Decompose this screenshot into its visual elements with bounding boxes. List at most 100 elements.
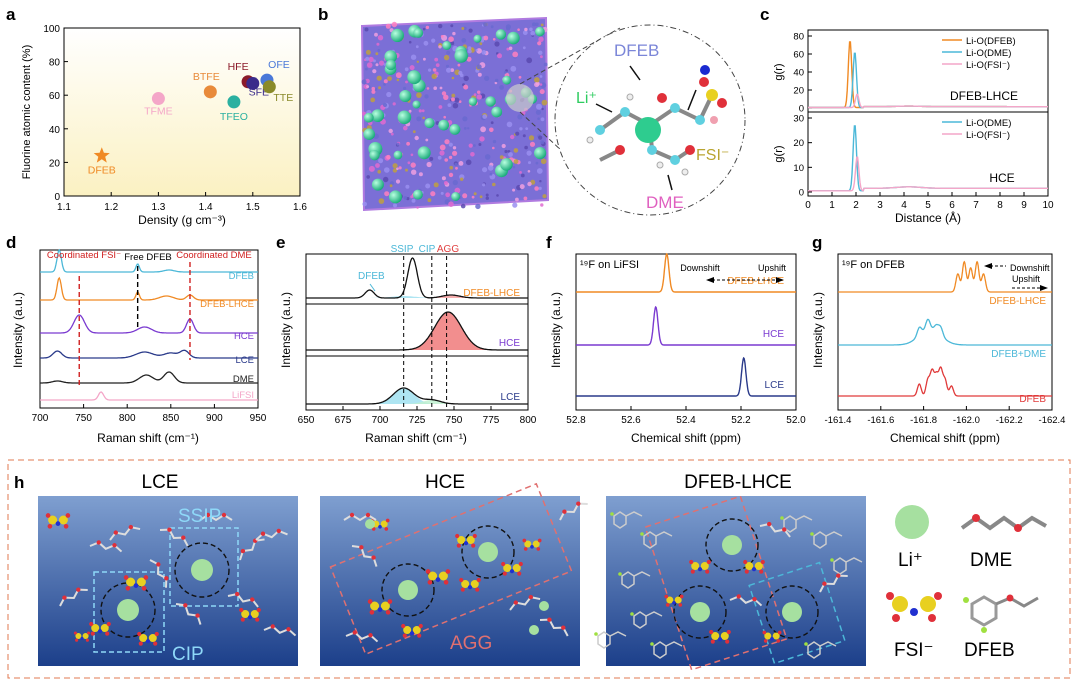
solvent-speck — [505, 24, 511, 30]
solvent-speck — [366, 62, 373, 68]
c-xtick-label: 7 — [973, 200, 979, 211]
panel-d-letter: d — [6, 233, 16, 252]
h-fsi-s — [503, 564, 512, 572]
legend-li-icon — [895, 505, 929, 539]
h-fsi-n — [467, 585, 473, 590]
solvent-speck — [485, 196, 489, 200]
solvent-speck — [405, 184, 410, 189]
panel-f-downshift: Downshift — [680, 263, 720, 273]
panel-g-downshift: Downshift — [1010, 263, 1050, 273]
solvent-speck — [451, 76, 455, 80]
solvent-speck — [430, 191, 436, 197]
solvent-speck — [364, 27, 369, 32]
solvent-speck — [405, 80, 408, 84]
h-fsi-o — [47, 523, 53, 529]
h-fsi-o — [255, 617, 260, 622]
solvent-speck — [365, 67, 368, 71]
solvent-speck — [524, 145, 528, 150]
h-fsi-n — [463, 541, 469, 546]
h-fsi-s — [126, 577, 136, 587]
d-curve-dfeb-lhce — [40, 276, 258, 301]
h-fsi-o — [523, 547, 528, 551]
h-dme-o — [164, 576, 169, 581]
h-dme-o — [183, 603, 188, 608]
c-ytick-label: 10 — [793, 163, 804, 174]
solvent-speck — [477, 72, 482, 77]
solvent-speck — [391, 21, 398, 28]
a-point-label: TFEO — [220, 111, 248, 123]
h-dme-o — [113, 530, 119, 535]
g-xtick-label: -161.6 — [867, 415, 894, 426]
solvent-speck — [517, 114, 523, 120]
g-xtick-label: -161.4 — [825, 415, 852, 426]
solvent-speck — [541, 99, 548, 106]
h-dme-o — [62, 595, 67, 600]
solvent-speck — [450, 24, 454, 28]
solvent-speck — [405, 168, 408, 172]
panel-h-structures — [45, 482, 863, 671]
h-fsi-s — [532, 540, 540, 548]
g-curve-label: DFEB — [1019, 394, 1046, 405]
solvent-speck — [540, 158, 547, 165]
f-curve-1 — [576, 305, 796, 346]
li-ion-sphere — [495, 29, 507, 40]
e-xtick-label: 725 — [409, 415, 426, 426]
li-ion-sphere — [407, 70, 422, 85]
h-dme-chain — [59, 588, 88, 607]
solvent-speck — [395, 72, 402, 79]
h-dfeb-f — [650, 642, 654, 646]
solvent-speck — [362, 201, 368, 207]
a-ytick-label: 100 — [43, 24, 60, 35]
h-dme-o — [576, 501, 581, 506]
solvent-speck — [377, 49, 381, 52]
h-fsi-o — [522, 538, 527, 543]
solvent-speck — [490, 121, 494, 125]
h-fsi-s — [82, 633, 89, 639]
solvent-speck — [540, 117, 545, 122]
h-fsi-s — [148, 634, 157, 642]
c-xtick-label: 6 — [949, 200, 955, 211]
h-li-ion — [478, 542, 498, 562]
panel-a-xticks: 1.1 1.2 1.3 1.4 1.5 1.6 — [57, 192, 307, 213]
h-dme-chain — [159, 528, 189, 547]
h-fsi-s — [370, 601, 380, 611]
d-xtick-label: 800 — [119, 413, 136, 424]
label-li: Li⁺ — [576, 90, 597, 107]
solvent-speck — [540, 55, 543, 59]
h-dfeb-f — [810, 532, 814, 536]
solvent-speck — [439, 144, 446, 151]
h-fsi-n — [751, 567, 757, 572]
solvent-speck — [512, 202, 518, 208]
g-curve-2 — [838, 366, 1052, 397]
solvent-speck — [512, 165, 516, 169]
g-xtick-label: -162.2 — [996, 415, 1023, 426]
c-legend-label: Li-O(DFEB) — [966, 36, 1016, 47]
h-dfeb-f — [804, 642, 808, 646]
label-dme: DME — [646, 193, 684, 212]
li-ion-sphere — [393, 150, 403, 160]
h-li-ion — [722, 535, 742, 555]
e-xtick-label: 800 — [520, 415, 537, 426]
solvent-speck — [366, 85, 370, 89]
h-dme — [351, 545, 378, 567]
h-dfeb-f — [640, 532, 644, 536]
h-dme-chain — [227, 592, 259, 608]
legend-dme-icon — [960, 514, 1047, 532]
h-dme-chain — [559, 502, 588, 521]
solvent-speck — [393, 203, 397, 208]
panel-c-ylabel-bottom: g(r) — [773, 145, 785, 162]
solvent-speck — [416, 116, 422, 122]
e-xtick-label: 775 — [483, 415, 500, 426]
h-sheath — [381, 563, 435, 617]
li-ion-sphere — [449, 123, 461, 135]
solvent-speck — [473, 144, 476, 147]
h-li-ion — [539, 601, 549, 611]
d-curve-label: LiFSI — [232, 390, 254, 401]
panel-f-letter: f — [546, 233, 552, 252]
h-dme-o — [782, 527, 787, 532]
solvent-speck — [418, 172, 423, 177]
h-fsi-o — [501, 561, 506, 567]
d-curve-lifsi — [40, 391, 258, 401]
h-dme-o — [167, 527, 172, 532]
